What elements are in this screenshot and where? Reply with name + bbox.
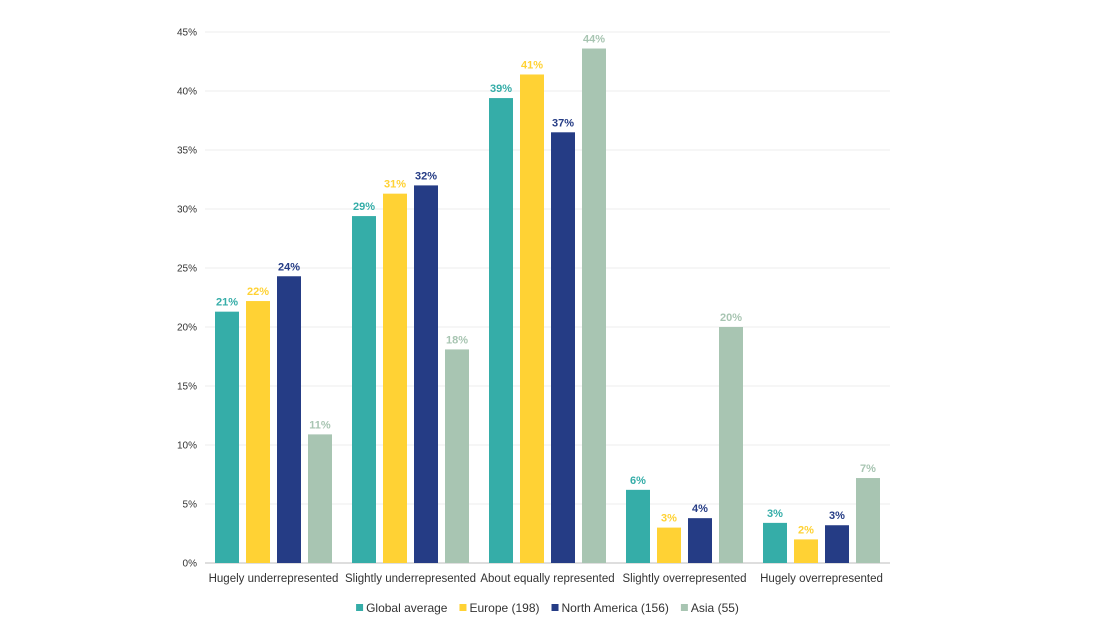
legend-swatch (459, 604, 467, 611)
bar (719, 327, 743, 563)
legend-swatch (356, 604, 364, 611)
legend-label: North America (156) (562, 601, 669, 615)
data-label: 18% (446, 334, 468, 346)
data-label: 6% (630, 475, 646, 487)
data-label: 20% (720, 312, 742, 324)
data-label: 24% (278, 261, 300, 273)
legend-item: Asia (55) (680, 601, 739, 615)
bar (763, 522, 787, 563)
legend-swatch (551, 604, 559, 611)
bar (308, 434, 332, 563)
bar (352, 216, 376, 563)
bar (520, 74, 544, 563)
y-tick-label: 40% (177, 87, 197, 98)
legend-swatch (680, 604, 688, 611)
y-tick-label: 35% (177, 146, 197, 157)
bar (825, 525, 849, 563)
x-axis: Hugely underrepresented Slightly underrep… (209, 573, 883, 585)
y-tick-label: 0% (183, 559, 198, 570)
y-tick-label: 20% (177, 323, 197, 334)
data-label: 29% (353, 201, 375, 213)
data-label: 31% (384, 179, 406, 191)
bar (489, 98, 513, 563)
data-labels: 21% 22% 24% 11% 29% 31% 32% 18% 39% 41% 37% 44% 6% 3%… (216, 34, 876, 537)
data-label: 39% (490, 83, 512, 95)
legend-label: Europe (198) (469, 601, 539, 615)
bar (657, 527, 681, 563)
bar (445, 349, 469, 563)
data-label: 3% (661, 513, 677, 525)
y-tick-label: 5% (183, 500, 198, 511)
data-label: 4% (692, 503, 708, 515)
data-label: 3% (829, 510, 845, 522)
y-tick-label: 10% (177, 441, 197, 452)
gridlines (205, 31, 890, 564)
bar (383, 193, 407, 563)
y-axis: 0% 5% 10% 15% 20% 25% 30% 35% 40% 45% (177, 28, 197, 570)
legend: Global average Europe (198) North America … (356, 601, 739, 615)
data-label: 32% (415, 170, 437, 182)
legend-label: Global average (366, 601, 448, 615)
legend-label: Asia (55) (691, 601, 739, 615)
data-label: 2% (798, 524, 814, 536)
y-tick-label: 30% (177, 205, 197, 216)
bar (551, 132, 575, 564)
data-label: 37% (552, 117, 574, 129)
bar (626, 489, 650, 563)
x-category-label: Slightly overrepresented (622, 573, 746, 585)
data-label: 11% (309, 419, 331, 431)
legend-item: North America (156) (551, 601, 669, 615)
x-category-label: Hugely overrepresented (760, 573, 883, 585)
data-label: 7% (860, 463, 876, 475)
bar (414, 185, 438, 563)
bar (215, 311, 239, 563)
bar (794, 539, 818, 563)
data-label: 41% (521, 59, 543, 71)
legend-item: Europe (198) (459, 601, 540, 615)
x-category-label: About equally represented (480, 573, 614, 585)
bar (856, 478, 880, 563)
bars (215, 48, 880, 564)
data-label: 44% (583, 34, 605, 46)
x-category-label: Slightly underrepresented (345, 573, 476, 585)
data-label: 21% (216, 297, 238, 309)
bar (277, 276, 301, 563)
y-tick-label: 15% (177, 382, 197, 393)
bar (582, 48, 606, 563)
x-category-label: Hugely underrepresented (209, 573, 339, 585)
bar (246, 301, 270, 563)
legend-item: Global average (356, 601, 448, 615)
y-tick-label: 25% (177, 264, 197, 275)
y-tick-label: 45% (177, 28, 197, 39)
bar (688, 518, 712, 563)
data-label: 3% (767, 508, 783, 520)
data-label: 22% (247, 286, 269, 298)
